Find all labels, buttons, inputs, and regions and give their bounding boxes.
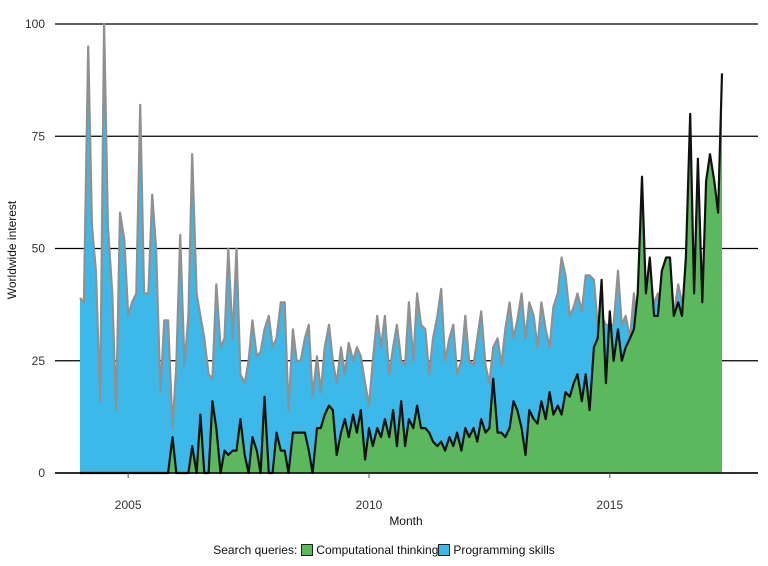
area-computational-thinking (80, 73, 722, 474)
y-tick-label-0: 0 (38, 466, 45, 480)
y-tick-label-100: 100 (25, 17, 45, 31)
y-axis: 0 25 50 75 100 (25, 17, 45, 480)
legend-swatch-computational-thinking (301, 544, 314, 556)
legend-label-computational-thinking: Computational thinking (316, 543, 439, 557)
x-tick-label-2015: 2015 (596, 498, 623, 512)
x-tick-label-2005: 2005 (115, 498, 142, 512)
legend-label-programming-skills: Programming skills (453, 543, 555, 557)
x-tick-label-2010: 2010 (356, 498, 383, 512)
legend-item-programming-skills: Programming skills (438, 543, 555, 557)
y-tick-label-50: 50 (32, 242, 46, 256)
y-axis-title: Worldwide interest (5, 200, 19, 299)
area-chart: 2005 2010 2015 0 25 50 75 100 Month Worldwide … (5, 17, 758, 528)
line-computational-thinking (80, 73, 724, 475)
y-tick-label-25: 25 (32, 354, 46, 368)
legend-swatch-programming-skills (438, 544, 451, 556)
plot-areas (55, 22, 758, 475)
legend: Search queries: Computational thinking P… (0, 540, 768, 560)
y-tick-label-75: 75 (32, 129, 46, 143)
x-axis-title: Month (389, 514, 422, 528)
legend-title: Search queries: (213, 543, 298, 557)
x-axis: 2005 2010 2015 (115, 473, 623, 512)
legend-item-computational-thinking: Computational thinking (301, 543, 438, 557)
